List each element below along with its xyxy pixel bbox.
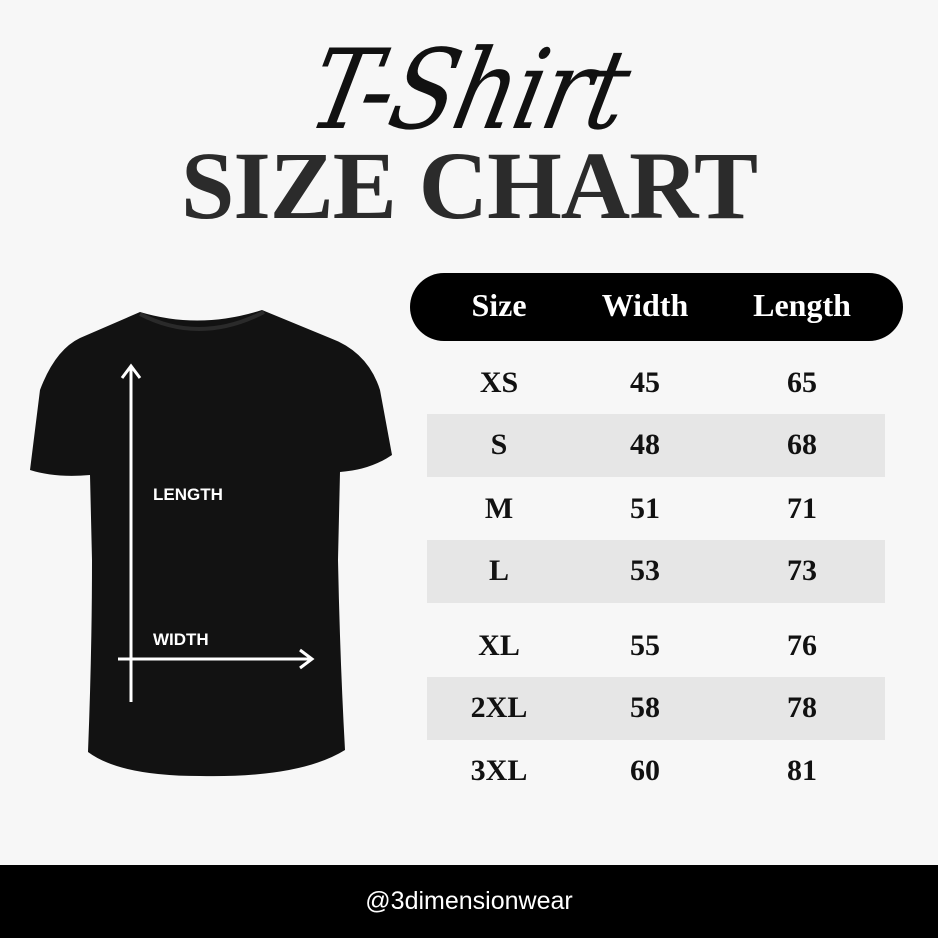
size-cell: 3XL: [470, 754, 528, 787]
collar: [139, 310, 265, 331]
table-header: Size Width Length: [410, 273, 903, 341]
length-cell: 68: [787, 428, 817, 461]
size-cell: XS: [479, 366, 519, 399]
width-arrow-icon: [118, 648, 315, 670]
size-cell: S: [490, 428, 508, 461]
table-row: XL 55 76: [427, 615, 885, 678]
length-cell: 71: [787, 492, 817, 525]
size-cell: M: [484, 492, 514, 525]
length-label: LENGTH: [153, 485, 223, 504]
width-cell: 51: [630, 492, 660, 525]
width-cell: 48: [630, 428, 660, 461]
footer: @3dimensionwear: [0, 865, 938, 938]
table-row: 2XL 58 78: [427, 677, 885, 740]
table-row: S 48 68: [427, 414, 885, 477]
script-title: T-Shirt: [298, 25, 640, 155]
social-handle: @3dimensionwear: [365, 887, 573, 915]
column-header-width: Width: [601, 287, 689, 323]
size-cell: 2XL: [470, 691, 528, 724]
length-cell: 73: [787, 554, 817, 587]
length-cell: 76: [787, 629, 817, 662]
length-cell: 81: [787, 754, 817, 787]
width-cell: 55: [630, 629, 660, 662]
page-title: SIZE CHART: [180, 132, 758, 239]
width-cell: 58: [630, 691, 660, 724]
width-cell: 53: [630, 554, 660, 587]
length-arrow-icon: [120, 363, 142, 702]
size-cell: XL: [478, 629, 520, 662]
length-cell: 65: [787, 366, 817, 399]
width-label: WIDTH: [153, 630, 209, 649]
width-cell: 60: [630, 754, 660, 787]
length-cell: 78: [787, 691, 817, 724]
table-row: M 51 71: [427, 478, 885, 541]
column-header-length: Length: [753, 287, 851, 323]
column-header-size: Size: [471, 287, 527, 323]
tshirt-illustration: [30, 310, 392, 777]
table-row: L 53 73: [427, 540, 885, 603]
width-cell: 45: [630, 366, 660, 399]
table-row: XS 45 65: [427, 352, 885, 415]
tshirt-shape: [30, 310, 392, 777]
size-cell: L: [488, 554, 509, 587]
table-row: 3XL 60 81: [427, 740, 885, 803]
